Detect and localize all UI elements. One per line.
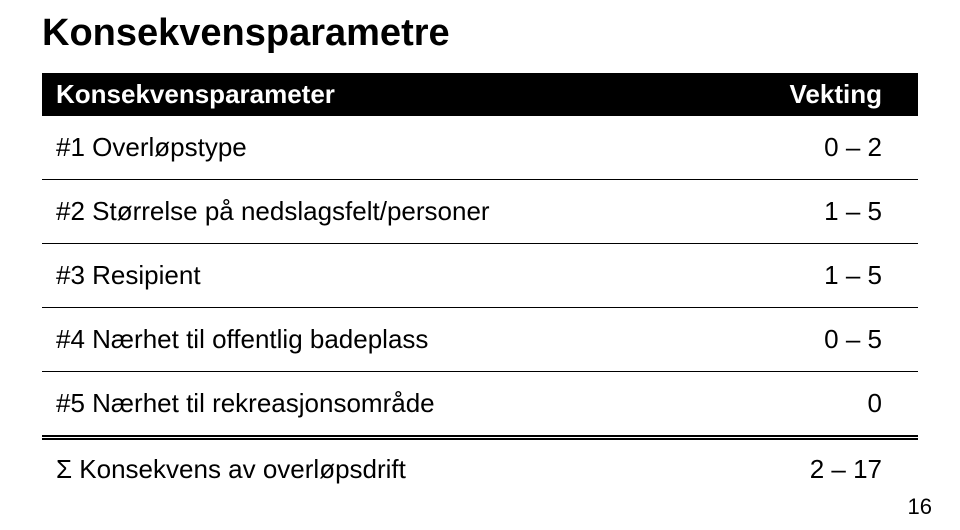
table-header-row: Konsekvensparameter Vekting: [42, 73, 918, 116]
col-header-weight: Vekting: [738, 73, 918, 116]
document-page: Konsekvensparametre Konsekvensparameter …: [0, 0, 960, 530]
page-number: 16: [908, 494, 932, 520]
table-row: #1 Overløpstype 0 – 2: [42, 116, 918, 180]
param-label: #4 Nærhet til offentlig badeplass: [42, 308, 738, 372]
table-row: #3 Resipient 1 – 5: [42, 244, 918, 308]
table-row: #4 Nærhet til offentlig badeplass 0 – 5: [42, 308, 918, 372]
param-label: #5 Nærhet til rekreasjonsområde: [42, 372, 738, 438]
page-title: Konsekvensparametre: [42, 12, 918, 55]
table-summary-row: Σ Konsekvens av overløpsdrift 2 – 17: [42, 438, 918, 502]
param-weight: 1 – 5: [738, 180, 918, 244]
summary-label: Σ Konsekvens av overløpsdrift: [42, 438, 738, 502]
summary-weight: 2 – 17: [738, 438, 918, 502]
param-weight: 0 – 2: [738, 116, 918, 180]
param-label: #1 Overløpstype: [42, 116, 738, 180]
table-row: #5 Nærhet til rekreasjonsområde 0: [42, 372, 918, 438]
param-label: #2 Størrelse på nedslagsfelt/personer: [42, 180, 738, 244]
param-weight: 0 – 5: [738, 308, 918, 372]
table-row: #2 Størrelse på nedslagsfelt/personer 1 …: [42, 180, 918, 244]
col-header-param: Konsekvensparameter: [42, 73, 738, 116]
parameter-table: Konsekvensparameter Vekting #1 Overløpst…: [42, 73, 918, 501]
param-label: #3 Resipient: [42, 244, 738, 308]
param-weight: 0: [738, 372, 918, 438]
param-weight: 1 – 5: [738, 244, 918, 308]
